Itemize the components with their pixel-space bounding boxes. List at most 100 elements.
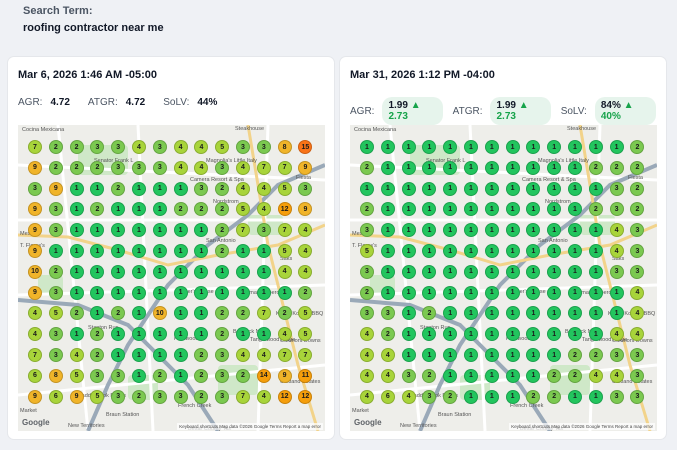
rank-pin[interactable]: 3 — [111, 389, 126, 404]
rank-pin[interactable]: 2 — [215, 202, 230, 217]
rank-pin[interactable]: 4 — [194, 140, 209, 154]
rank-pin[interactable]: 3 — [609, 389, 624, 404]
rank-pin[interactable]: 1 — [526, 223, 541, 238]
rank-pin[interactable]: 3 — [48, 202, 63, 217]
rank-pin[interactable]: 1 — [69, 327, 84, 342]
rank-pin[interactable]: 1 — [194, 285, 209, 300]
rank-pin[interactable]: 3 — [298, 181, 313, 196]
rank-pin[interactable]: 1 — [111, 202, 126, 217]
rank-pin[interactable]: 4 — [609, 327, 624, 342]
rank-pin[interactable]: 1 — [69, 285, 84, 300]
rank-pin[interactable]: 1 — [588, 140, 603, 154]
rank-pin[interactable]: 1 — [173, 306, 188, 321]
rank-pin[interactable]: 2 — [630, 160, 645, 175]
rank-pin[interactable]: 1 — [484, 285, 499, 300]
rank-pin[interactable]: 1 — [236, 327, 250, 342]
rank-pin[interactable]: 4 — [630, 285, 645, 300]
rank-pin[interactable]: 1 — [90, 223, 105, 238]
rank-pin[interactable]: 5 — [298, 306, 313, 321]
rank-pin[interactable]: 7 — [256, 160, 271, 175]
rank-pin[interactable]: 4 — [380, 348, 395, 362]
rank-pin[interactable]: 1 — [484, 223, 499, 238]
rank-pin[interactable]: 4 — [256, 389, 271, 404]
rank-pin[interactable]: 1 — [152, 244, 167, 258]
rank-pin[interactable]: 1 — [464, 389, 478, 404]
rank-pin[interactable]: 1 — [443, 140, 458, 154]
rank-pin[interactable]: 1 — [380, 202, 395, 217]
rank-pin[interactable]: 2 — [360, 202, 374, 217]
rank-pin[interactable]: 1 — [547, 306, 562, 321]
rank-pin[interactable]: 5 — [69, 368, 84, 383]
rank-pin[interactable]: 1 — [526, 181, 541, 196]
rank-pin[interactable]: 1 — [464, 348, 478, 362]
rank-pin[interactable]: 1 — [443, 348, 458, 362]
rank-pin[interactable]: 3 — [111, 368, 126, 383]
rank-pin[interactable]: 1 — [568, 160, 582, 175]
rank-pin[interactable]: 1 — [505, 389, 520, 404]
rank-pin[interactable]: 4 — [360, 368, 374, 383]
rank-pin[interactable]: 3 — [609, 264, 624, 279]
rank-pin[interactable]: 2 — [173, 202, 188, 217]
rank-pin[interactable]: 4 — [194, 160, 209, 175]
rank-pin[interactable]: 4 — [236, 160, 250, 175]
rank-pin[interactable]: 1 — [236, 244, 250, 258]
rank-pin[interactable]: 9 — [28, 160, 42, 175]
rank-pin[interactable]: 1 — [547, 181, 562, 196]
rank-pin[interactable]: 1 — [48, 244, 63, 258]
rank-pin[interactable]: 1 — [588, 306, 603, 321]
rank-pin[interactable]: 9 — [28, 285, 42, 300]
rank-pin[interactable]: 1 — [588, 244, 603, 258]
rank-pin[interactable]: 5 — [277, 244, 292, 258]
rank-pin[interactable]: 1 — [401, 160, 416, 175]
rank-pin[interactable]: 3 — [90, 368, 105, 383]
rank-pin[interactable]: 1 — [422, 327, 437, 342]
rank-pin[interactable]: 1 — [526, 244, 541, 258]
rank-pin[interactable]: 1 — [132, 223, 146, 238]
rank-pin[interactable]: 1 — [484, 181, 499, 196]
rank-pin[interactable]: 1 — [568, 202, 582, 217]
rank-pin[interactable]: 1 — [111, 348, 126, 362]
rank-pin[interactable]: 1 — [401, 264, 416, 279]
rank-pin[interactable]: 1 — [194, 223, 209, 238]
rank-pin[interactable]: 2 — [298, 285, 313, 300]
rank-pin[interactable]: 1 — [464, 202, 478, 217]
rank-pin[interactable]: 1 — [464, 285, 478, 300]
rank-pin[interactable]: 1 — [111, 223, 126, 238]
rank-pin[interactable]: 9 — [298, 202, 313, 217]
rank-pin[interactable]: 1 — [547, 160, 562, 175]
rank-pin[interactable]: 1 — [422, 244, 437, 258]
rank-pin[interactable]: 1 — [609, 140, 624, 154]
rank-pin[interactable]: 2 — [609, 160, 624, 175]
rank-pin[interactable]: 3 — [360, 223, 374, 238]
rank-pin[interactable]: 1 — [464, 160, 478, 175]
rank-pin[interactable]: 3 — [609, 202, 624, 217]
rank-pin[interactable]: 2 — [152, 368, 167, 383]
rank-pin[interactable]: 3 — [152, 389, 167, 404]
rank-pin[interactable]: 4 — [69, 348, 84, 362]
rank-pin[interactable]: 3 — [173, 389, 188, 404]
rank-pin[interactable]: 3 — [630, 264, 645, 279]
rank-pin[interactable]: 1 — [588, 327, 603, 342]
rank-pin[interactable]: 1 — [484, 140, 499, 154]
rank-pin[interactable]: 2 — [132, 389, 146, 404]
rank-pin[interactable]: 1 — [173, 181, 188, 196]
rank-pin[interactable]: 1 — [464, 264, 478, 279]
rank-pin[interactable]: 10 — [152, 306, 167, 321]
rank-pin[interactable]: 2 — [194, 368, 209, 383]
rank-pin[interactable]: 2 — [215, 223, 230, 238]
rank-pin[interactable]: 3 — [256, 140, 271, 154]
rank-pin[interactable]: 3 — [630, 368, 645, 383]
rank-pin[interactable]: 12 — [277, 202, 292, 217]
rank-pin[interactable]: 9 — [28, 202, 42, 217]
rank-pin[interactable]: 1 — [526, 348, 541, 362]
rank-pin[interactable]: 1 — [401, 285, 416, 300]
rank-pin[interactable]: 6 — [48, 389, 63, 404]
rank-pin[interactable]: 1 — [422, 285, 437, 300]
rank-pin[interactable]: 1 — [401, 202, 416, 217]
rank-pin[interactable]: 1 — [401, 327, 416, 342]
rank-pin[interactable]: 1 — [422, 160, 437, 175]
rank-pin[interactable]: 2 — [194, 202, 209, 217]
rank-pin[interactable]: 4 — [401, 389, 416, 404]
rank-pin[interactable]: 7 — [28, 140, 42, 154]
rank-pin[interactable]: 1 — [526, 368, 541, 383]
